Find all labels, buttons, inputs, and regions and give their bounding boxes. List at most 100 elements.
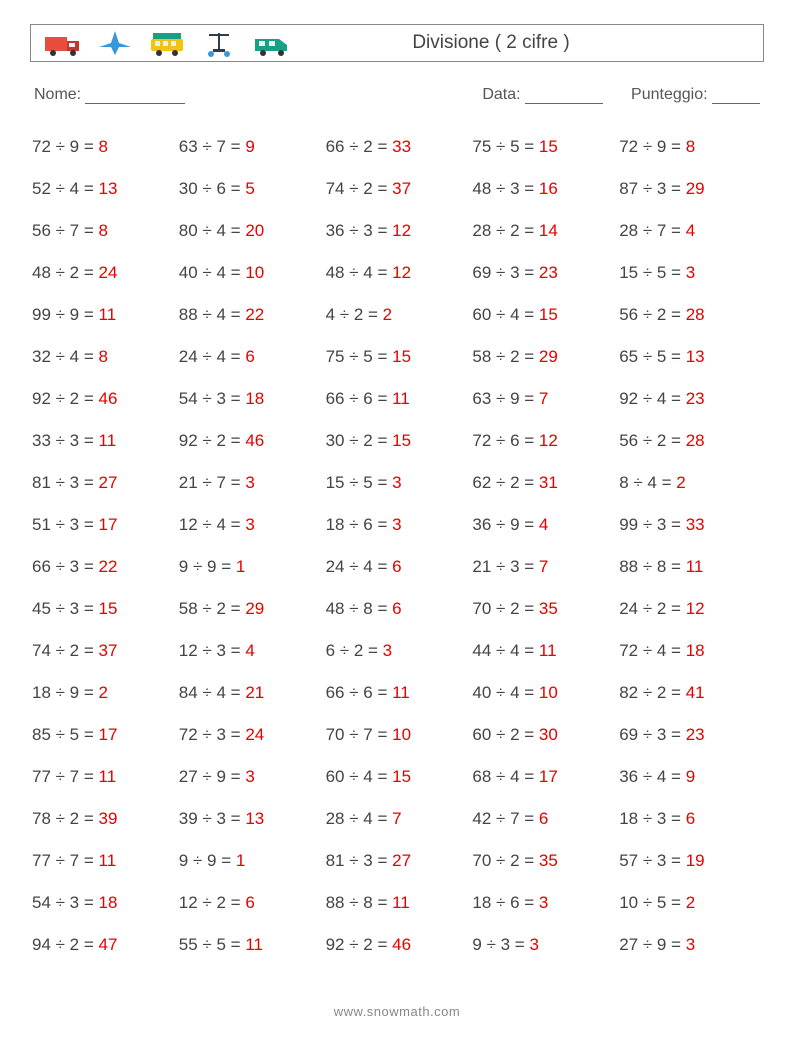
problem-answer: 46 — [245, 431, 264, 450]
problem-answer: 33 — [392, 137, 411, 156]
problem-answer: 18 — [686, 641, 705, 660]
plane-icon — [95, 29, 135, 57]
problem-expression: 69 ÷ 3 = — [619, 725, 686, 744]
problem-expression: 24 ÷ 2 = — [619, 599, 686, 618]
problem-expression: 66 ÷ 6 = — [326, 683, 393, 702]
problem-cell: 56 ÷ 2 = 28 — [619, 420, 762, 462]
problem-expression: 99 ÷ 9 = — [32, 305, 99, 324]
problem-expression: 56 ÷ 2 = — [619, 305, 686, 324]
problem-cell: 21 ÷ 3 = 7 — [472, 546, 615, 588]
problem-expression: 72 ÷ 9 = — [619, 137, 686, 156]
problem-cell: 15 ÷ 5 = 3 — [619, 252, 762, 294]
problem-expression: 70 ÷ 7 = — [326, 725, 393, 744]
bus-icon — [147, 29, 187, 57]
problem-answer: 13 — [99, 179, 118, 198]
worksheet-title: Divisione ( 2 cifre ) — [291, 32, 751, 54]
problem-expression: 75 ÷ 5 = — [326, 347, 393, 366]
problem-answer: 23 — [539, 263, 558, 282]
name-field: Nome: — [34, 86, 185, 104]
problem-answer: 12 — [686, 599, 705, 618]
problem-cell: 54 ÷ 3 = 18 — [32, 882, 175, 924]
problem-answer: 3 — [686, 935, 695, 954]
problem-expression: 10 ÷ 5 = — [619, 893, 686, 912]
problem-cell: 28 ÷ 2 = 14 — [472, 210, 615, 252]
problem-cell: 18 ÷ 3 = 6 — [619, 798, 762, 840]
problem-cell: 72 ÷ 3 = 24 — [179, 714, 322, 756]
problem-answer: 27 — [392, 851, 411, 870]
problem-expression: 21 ÷ 3 = — [472, 557, 539, 576]
problem-answer: 11 — [686, 557, 704, 576]
problem-cell: 12 ÷ 4 = 3 — [179, 504, 322, 546]
problem-expression: 92 ÷ 2 = — [179, 431, 246, 450]
problem-answer: 46 — [392, 935, 411, 954]
problem-answer: 15 — [392, 431, 411, 450]
problem-answer: 35 — [539, 599, 558, 618]
problem-expression: 18 ÷ 6 = — [472, 893, 539, 912]
problem-answer: 1 — [236, 851, 245, 870]
problem-expression: 58 ÷ 2 = — [472, 347, 539, 366]
problem-answer: 3 — [392, 515, 401, 534]
problem-answer: 22 — [99, 557, 118, 576]
problem-cell: 28 ÷ 7 = 4 — [619, 210, 762, 252]
problem-answer: 17 — [539, 767, 558, 786]
problem-expression: 44 ÷ 4 = — [472, 641, 539, 660]
problem-answer: 18 — [245, 389, 264, 408]
problem-cell: 81 ÷ 3 = 27 — [326, 840, 469, 882]
problem-expression: 6 ÷ 2 = — [326, 641, 383, 660]
problem-expression: 36 ÷ 4 = — [619, 767, 686, 786]
problem-answer: 11 — [539, 641, 557, 660]
problem-answer: 2 — [99, 683, 108, 702]
problem-cell: 33 ÷ 3 = 11 — [32, 420, 175, 462]
problem-cell: 68 ÷ 4 = 17 — [472, 756, 615, 798]
problem-expression: 66 ÷ 3 = — [32, 557, 99, 576]
problem-cell: 6 ÷ 2 = 3 — [326, 630, 469, 672]
problem-answer: 2 — [676, 473, 685, 492]
problem-answer: 15 — [99, 599, 118, 618]
problem-answer: 10 — [245, 263, 264, 282]
problem-expression: 12 ÷ 3 = — [179, 641, 246, 660]
problem-expression: 15 ÷ 5 = — [619, 263, 686, 282]
problem-expression: 60 ÷ 4 = — [472, 305, 539, 324]
problem-expression: 28 ÷ 4 = — [326, 809, 393, 828]
problem-expression: 40 ÷ 4 = — [179, 263, 246, 282]
problem-answer: 23 — [686, 725, 705, 744]
problem-answer: 8 — [99, 221, 108, 240]
problem-answer: 11 — [392, 893, 410, 912]
problem-cell: 56 ÷ 7 = 8 — [32, 210, 175, 252]
problem-answer: 3 — [245, 473, 254, 492]
problem-cell: 44 ÷ 4 = 11 — [472, 630, 615, 672]
problem-cell: 72 ÷ 9 = 8 — [619, 126, 762, 168]
problem-expression: 72 ÷ 3 = — [179, 725, 246, 744]
problem-answer: 29 — [539, 347, 558, 366]
problem-answer: 7 — [539, 557, 548, 576]
problem-expression: 54 ÷ 3 = — [179, 389, 246, 408]
problem-answer: 28 — [686, 305, 705, 324]
problem-expression: 57 ÷ 3 = — [619, 851, 686, 870]
problem-expression: 88 ÷ 8 = — [326, 893, 393, 912]
problem-cell: 63 ÷ 9 = 7 — [472, 378, 615, 420]
problem-expression: 77 ÷ 7 = — [32, 767, 99, 786]
problem-expression: 18 ÷ 3 = — [619, 809, 686, 828]
meta-row: Nome: Data: Punteggio: — [34, 86, 760, 104]
problem-cell: 62 ÷ 2 = 31 — [472, 462, 615, 504]
problem-expression: 60 ÷ 4 = — [326, 767, 393, 786]
problem-answer: 7 — [392, 809, 401, 828]
problem-cell: 72 ÷ 6 = 12 — [472, 420, 615, 462]
problem-answer: 7 — [539, 389, 548, 408]
problem-expression: 30 ÷ 2 = — [326, 431, 393, 450]
problem-cell: 52 ÷ 4 = 13 — [32, 168, 175, 210]
problem-cell: 39 ÷ 3 = 13 — [179, 798, 322, 840]
problem-cell: 84 ÷ 4 = 21 — [179, 672, 322, 714]
problem-answer: 15 — [539, 137, 558, 156]
problem-answer: 1 — [236, 557, 245, 576]
problem-expression: 78 ÷ 2 = — [32, 809, 99, 828]
problem-expression: 27 ÷ 9 = — [619, 935, 686, 954]
problem-answer: 6 — [392, 599, 401, 618]
problem-answer: 5 — [245, 179, 254, 198]
problem-cell: 48 ÷ 4 = 12 — [326, 252, 469, 294]
problem-cell: 92 ÷ 2 = 46 — [326, 924, 469, 966]
problem-cell: 28 ÷ 4 = 7 — [326, 798, 469, 840]
score-label: Punteggio: — [631, 86, 708, 103]
score-field: Punteggio: — [631, 86, 760, 104]
problem-cell: 58 ÷ 2 = 29 — [179, 588, 322, 630]
